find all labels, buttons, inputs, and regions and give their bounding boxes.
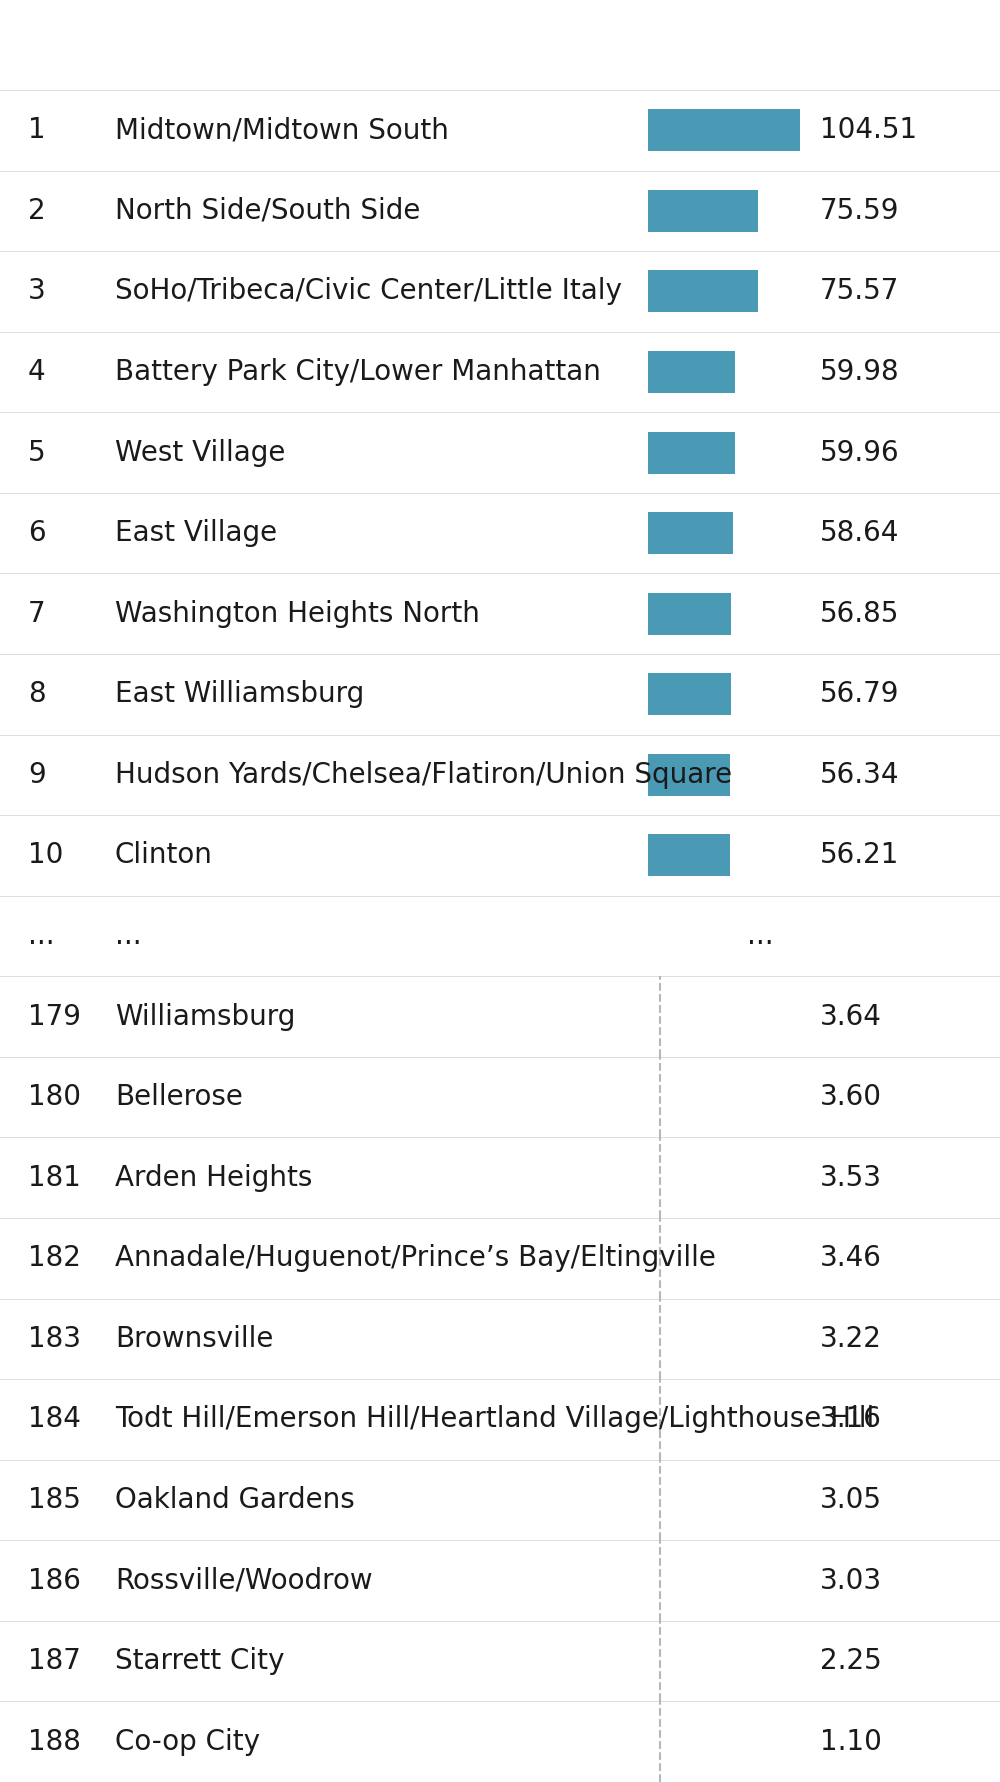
Text: ...: ...	[747, 921, 773, 950]
Text: Todt Hill/Emerson Hill/Heartland Village/Lighthouse Hill: Todt Hill/Emerson Hill/Heartland Village…	[115, 1406, 874, 1433]
Text: ...: ...	[115, 921, 142, 950]
Bar	[648, 191, 758, 232]
Text: 3.05: 3.05	[820, 1486, 882, 1515]
Text: 56.34: 56.34	[820, 761, 900, 789]
Text: 59.96: 59.96	[820, 438, 900, 467]
Text: Oakland Gardens: Oakland Gardens	[115, 1486, 355, 1515]
Text: Washington Heights North: Washington Heights North	[115, 601, 480, 627]
Text: 3.16: 3.16	[820, 1406, 882, 1433]
Text: RANK: RANK	[28, 30, 124, 59]
Text: Arden Heights: Arden Heights	[115, 1164, 312, 1192]
Bar	[648, 511, 733, 554]
Text: 179: 179	[28, 1003, 81, 1030]
Text: COMPLAINTS PER
THOUSAND RESIDENTS: COMPLAINTS PER THOUSAND RESIDENTS	[425, 12, 820, 77]
Text: 58.64: 58.64	[820, 519, 899, 547]
Bar	[648, 431, 735, 474]
Text: 7: 7	[28, 601, 46, 627]
Text: 185: 185	[28, 1486, 81, 1515]
Text: Hudson Yards/Chelsea/Flatiron/Union Square: Hudson Yards/Chelsea/Flatiron/Union Squa…	[115, 761, 732, 789]
Text: 186: 186	[28, 1566, 81, 1595]
Text: 56.21: 56.21	[820, 841, 899, 870]
Text: 1: 1	[28, 116, 46, 144]
Text: NEIGHBORHOOD: NEIGHBORHOOD	[115, 30, 398, 59]
Text: East Village: East Village	[115, 519, 277, 547]
Text: 8: 8	[28, 681, 46, 707]
Text: Midtown/Midtown South: Midtown/Midtown South	[115, 116, 449, 144]
Text: West Village: West Village	[115, 438, 285, 467]
Text: 2: 2	[28, 196, 46, 225]
Text: 6: 6	[28, 519, 46, 547]
Text: 3.64: 3.64	[820, 1003, 882, 1030]
Text: 3: 3	[28, 278, 46, 305]
Text: 3.60: 3.60	[820, 1083, 882, 1112]
Bar	[648, 834, 730, 877]
Text: SoHo/Tribeca/Civic Center/Little Italy: SoHo/Tribeca/Civic Center/Little Italy	[115, 278, 622, 305]
Text: 3.46: 3.46	[820, 1244, 882, 1272]
Text: 184: 184	[28, 1406, 81, 1433]
Text: 104.51: 104.51	[820, 116, 917, 144]
Text: Williamsburg: Williamsburg	[115, 1003, 295, 1030]
Text: Annadale/Huguenot/Prince’s Bay/Eltingville: Annadale/Huguenot/Prince’s Bay/Eltingvil…	[115, 1244, 716, 1272]
Text: 9: 9	[28, 761, 46, 789]
Text: Brownsville: Brownsville	[115, 1324, 273, 1353]
Text: ...: ...	[28, 921, 55, 950]
Text: Starrett City: Starrett City	[115, 1647, 284, 1675]
Text: 188: 188	[28, 1729, 81, 1755]
Text: Bellerose: Bellerose	[115, 1083, 243, 1112]
Text: 3.53: 3.53	[820, 1164, 882, 1192]
Text: 3.03: 3.03	[820, 1566, 882, 1595]
Text: 180: 180	[28, 1083, 81, 1112]
Text: East Williamsburg: East Williamsburg	[115, 681, 364, 707]
Text: 56.79: 56.79	[820, 681, 900, 707]
Bar	[648, 674, 731, 715]
Text: 2.25: 2.25	[820, 1647, 882, 1675]
Text: Rossville/Woodrow: Rossville/Woodrow	[115, 1566, 373, 1595]
Text: Clinton: Clinton	[115, 841, 213, 870]
Text: 183: 183	[28, 1324, 81, 1353]
Text: 56.85: 56.85	[820, 601, 899, 627]
Text: 75.59: 75.59	[820, 196, 900, 225]
Text: Battery Park City/Lower Manhattan: Battery Park City/Lower Manhattan	[115, 358, 601, 387]
Text: 1.10: 1.10	[820, 1729, 882, 1755]
Bar	[648, 109, 800, 151]
Text: 75.57: 75.57	[820, 278, 899, 305]
Bar	[648, 593, 731, 634]
Text: 3.22: 3.22	[820, 1324, 882, 1353]
Text: 187: 187	[28, 1647, 81, 1675]
Text: North Side/South Side: North Side/South Side	[115, 196, 420, 225]
Bar	[648, 351, 735, 394]
Text: 4: 4	[28, 358, 46, 387]
Text: 10: 10	[28, 841, 63, 870]
Text: 59.98: 59.98	[820, 358, 900, 387]
Text: Co-op City: Co-op City	[115, 1729, 260, 1755]
Text: 182: 182	[28, 1244, 81, 1272]
Bar	[648, 271, 758, 312]
Text: 181: 181	[28, 1164, 81, 1192]
Text: 5: 5	[28, 438, 46, 467]
Bar	[648, 754, 730, 797]
